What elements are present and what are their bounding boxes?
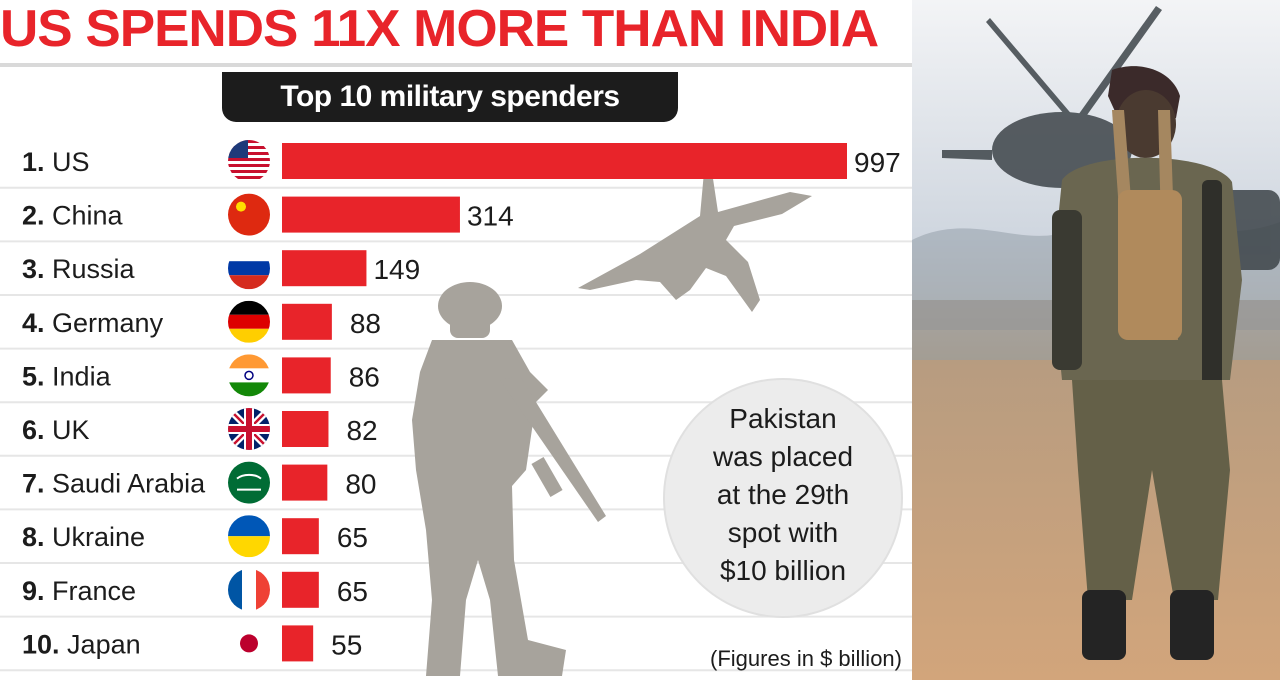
category-label: 4. Germany: [22, 308, 164, 338]
bar: [282, 303, 332, 340]
chart-title: Top 10 military spenders: [222, 72, 678, 122]
value-label: 65: [337, 576, 368, 607]
value-label: 82: [346, 415, 377, 446]
value-label: 65: [337, 522, 368, 553]
soldier-silhouette: [412, 282, 606, 676]
rank-label: 3.: [22, 254, 52, 284]
bar-chart: 1. US 997 2. China 314 3. Russia 149 4. German…: [0, 140, 912, 676]
bar-rows: 1. US 997 2. China 314 3. Russia 149 4. German…: [22, 140, 901, 665]
headline: US SPENDS 11X MORE THAN INDIA: [0, 0, 879, 58]
category-label: 7. Saudi Arabia: [22, 469, 206, 499]
bar: [282, 250, 367, 287]
bar-row-japan: 10. Japan 55: [22, 622, 362, 665]
flag-icon: [228, 408, 270, 450]
value-label: 997: [854, 147, 901, 178]
bar-row-saudi-arabia: 7. Saudi Arabia 80: [22, 461, 376, 504]
bar-row-us: 1. US 997: [22, 140, 901, 179]
rank-label: 10.: [22, 629, 67, 659]
headline-rule: [0, 63, 912, 67]
soldier-photo: [912, 0, 1280, 680]
bar: [282, 196, 460, 233]
bar-row-india: 5. India 86: [22, 354, 380, 397]
bar: [282, 411, 329, 447]
bar: [282, 464, 328, 501]
rank-label: 1.: [22, 147, 52, 177]
flag-icon: [228, 193, 270, 236]
flag-icon: [228, 140, 270, 179]
category-label: 2. China: [22, 201, 124, 231]
flag-icon: [228, 354, 270, 397]
flag-icon: [228, 515, 270, 558]
category-label: 8. Ukraine: [22, 522, 145, 552]
value-label: 314: [467, 201, 514, 232]
rank-label: 6.: [22, 415, 52, 445]
country-name: Russia: [52, 254, 136, 284]
value-label: 86: [349, 361, 380, 392]
country-name: UK: [52, 415, 90, 445]
bar-row-china: 2. China 314: [22, 193, 514, 236]
value-label: 88: [350, 308, 381, 339]
flag-icon: [228, 247, 270, 290]
value-label: 149: [373, 254, 420, 285]
infographic: US SPENDS 11X MORE THAN INDIA Top 10 mil…: [0, 0, 912, 676]
flag-icon: [228, 300, 270, 343]
bar-row-russia: 3. Russia 149: [22, 247, 420, 290]
category-label: 9. France: [22, 576, 136, 606]
country-name: China: [52, 201, 124, 231]
bar: [282, 571, 319, 608]
rank-label: 8.: [22, 522, 52, 552]
callout-text: Pakistan was placed at the 29th spot wit…: [712, 403, 854, 586]
bar: [282, 518, 319, 555]
country-name: India: [52, 361, 112, 391]
bar-row-germany: 4. Germany 88: [22, 300, 381, 343]
bar: [282, 357, 331, 394]
value-label: 55: [331, 629, 362, 660]
bar: [282, 625, 314, 662]
country-name: Saudi Arabia: [52, 469, 206, 499]
category-label: 3. Russia: [22, 254, 136, 284]
bar: [282, 143, 847, 179]
bar-row-france: 9. France 65: [22, 568, 368, 611]
country-name: US: [52, 147, 90, 177]
category-label: 10. Japan: [22, 629, 141, 659]
country-name: Ukraine: [52, 522, 145, 552]
flag-icon: [228, 622, 270, 665]
rank-label: 4.: [22, 308, 52, 338]
rank-label: 5.: [22, 361, 52, 391]
rank-label: 7.: [22, 469, 52, 499]
category-label: 5. India: [22, 361, 112, 391]
category-label: 1. US: [22, 147, 90, 177]
category-label: 6. UK: [22, 415, 90, 445]
pakistan-callout: Pakistan was placed at the 29th spot wit…: [665, 380, 901, 616]
country-name: Germany: [52, 308, 164, 338]
rank-label: 9.: [22, 576, 52, 606]
country-name: Japan: [67, 629, 141, 659]
bar-row-ukraine: 8. Ukraine 65: [22, 515, 368, 558]
rank-label: 2.: [22, 201, 52, 231]
flag-icon: [228, 461, 270, 504]
country-name: France: [52, 576, 136, 606]
fighter-jet-silhouette: [578, 172, 812, 312]
value-label: 80: [345, 469, 376, 500]
bar-row-uk: 6. UK 82: [22, 408, 378, 450]
units-note: (Figures in $ billion): [710, 646, 902, 671]
flag-icon: [228, 568, 270, 611]
